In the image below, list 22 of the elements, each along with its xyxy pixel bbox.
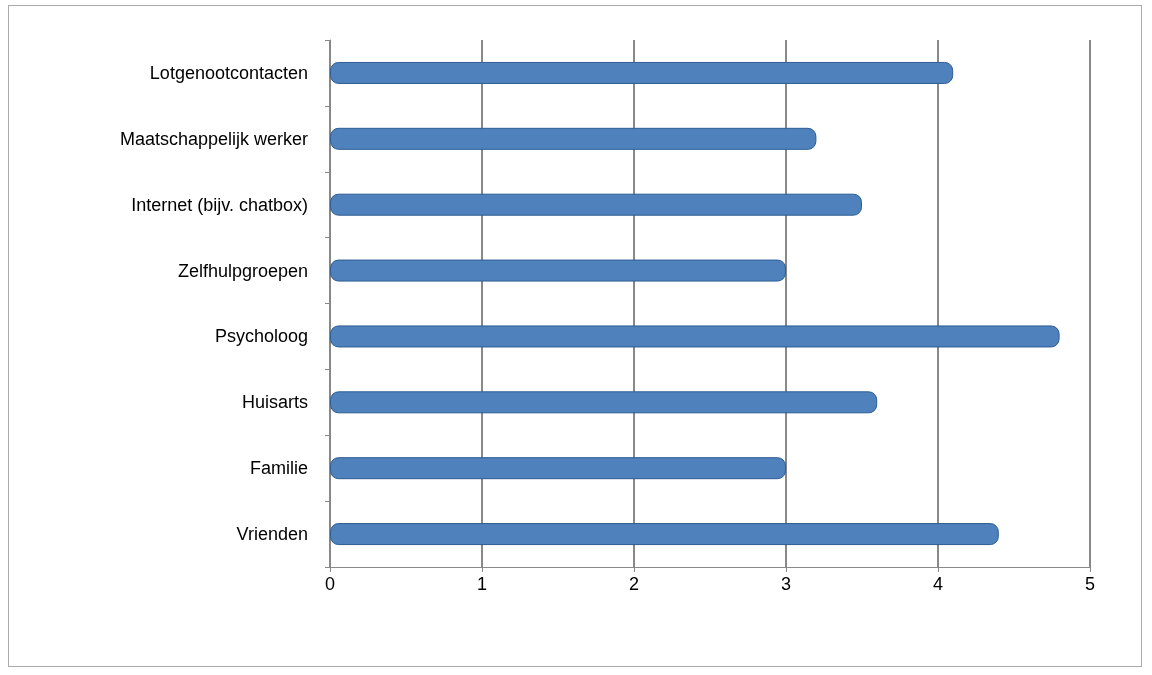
bar [330, 325, 1060, 348]
bar [330, 523, 999, 546]
x-tick-label: 5 [1084, 574, 1096, 594]
y-tick-label: Huisarts [241, 392, 308, 413]
y-tick-label: Internet (bijv. chatbox) [131, 194, 308, 215]
bar [330, 127, 817, 150]
x-tick-label: 0 [324, 574, 336, 594]
bar [330, 391, 878, 414]
bar [330, 193, 862, 216]
x-tick-label: 2 [628, 574, 640, 594]
x-tick-label: 3 [780, 574, 792, 594]
bar [330, 457, 786, 480]
y-tick-label: Lotgenootcontacten [149, 62, 308, 83]
y-tick-label: Maatschappelijk werker [119, 128, 308, 149]
x-tick-label: 1 [476, 574, 488, 594]
y-tick-label: Vrienden [236, 524, 308, 545]
y-tick-label: Familie [249, 458, 308, 479]
bar [330, 259, 786, 282]
y-tick-label: Zelfhulpgroepen [177, 260, 308, 281]
x-tick-label: 4 [932, 574, 944, 594]
bar [330, 61, 954, 84]
y-tick-label: Psycholoog [214, 326, 308, 347]
